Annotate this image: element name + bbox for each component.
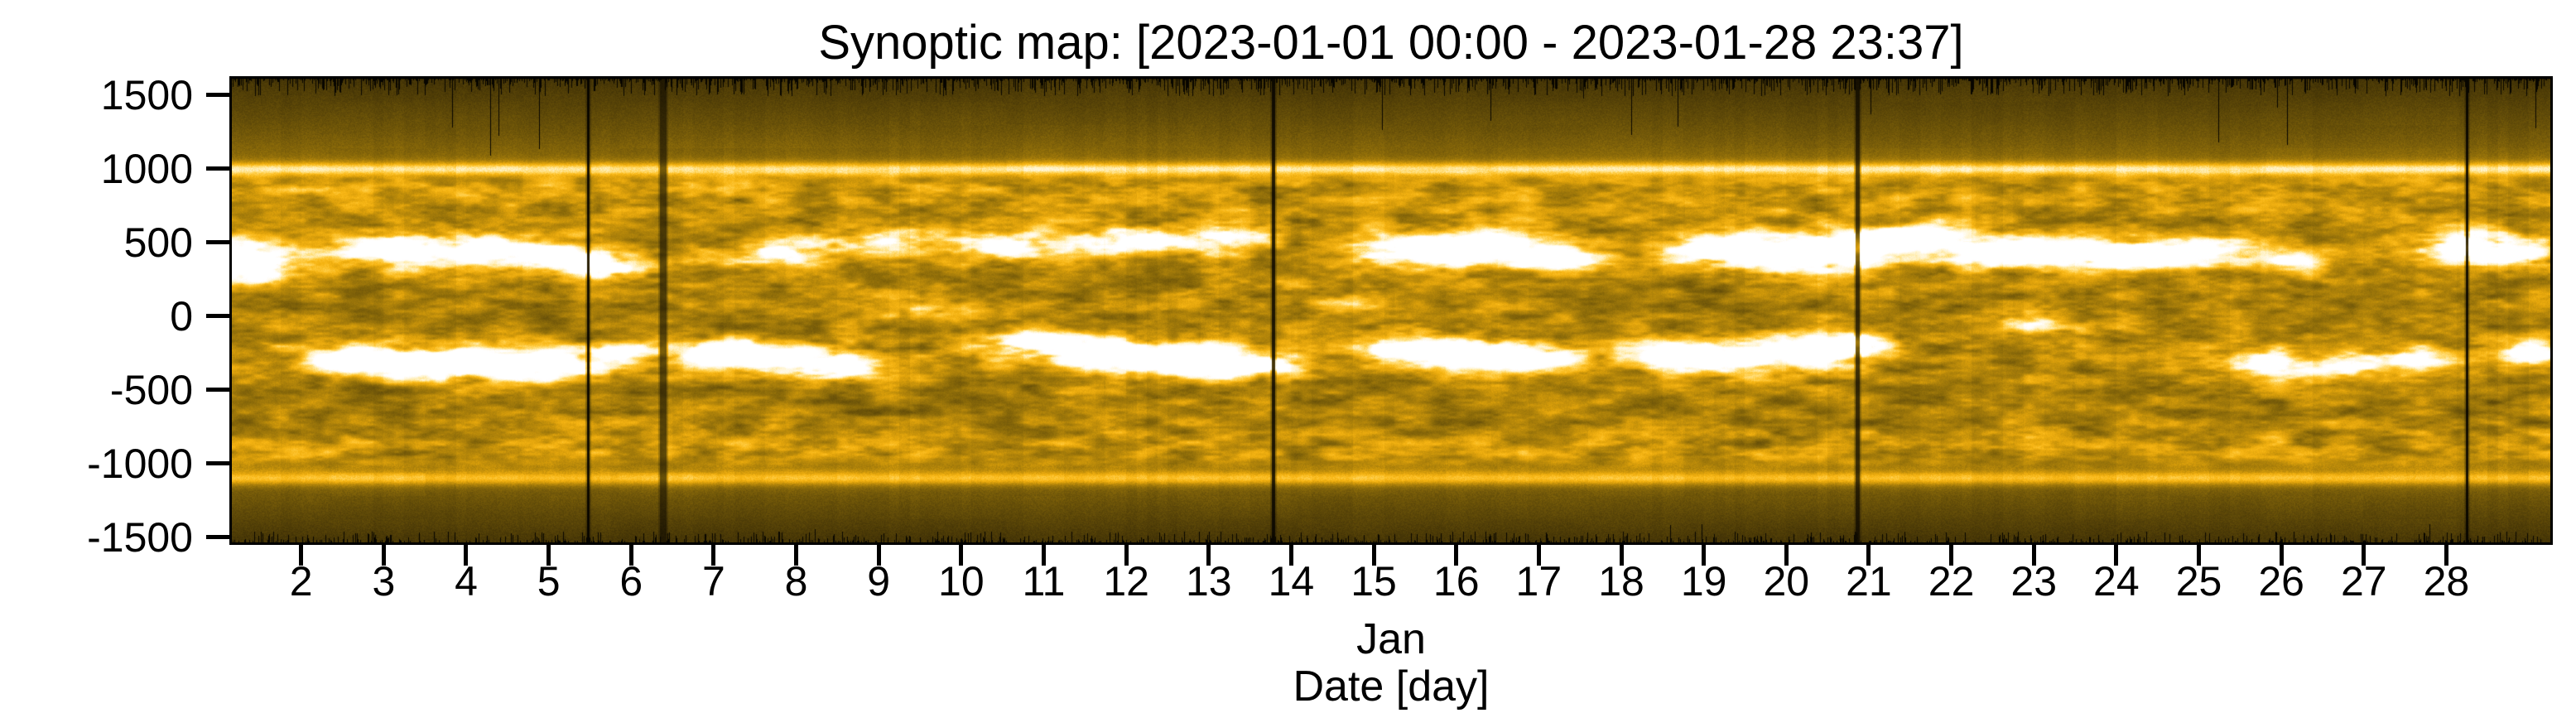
x-tick-mark [381,543,386,566]
y-tick-mark [206,93,229,98]
x-axis-label: Date [day] [1293,662,1490,711]
x-tick-mark [876,543,881,566]
x-tick-label: 3 [372,558,396,605]
y-tick-label: -1500 [87,513,193,561]
x-tick-label: 8 [784,558,808,605]
x-tick-mark [1041,543,1046,566]
x-tick-mark [628,543,633,566]
x-tick-label: 25 [2175,558,2222,605]
x-tick-mark [959,543,964,566]
y-tick-label: 500 [123,219,193,266]
x-tick-label: 19 [1680,558,1727,605]
x-tick-label: 13 [1185,558,1232,605]
y-tick-mark [206,240,229,245]
x-tick-label: 21 [1846,558,1892,605]
x-tick-label: 16 [1432,558,1480,605]
x-tick-label: 18 [1598,558,1644,605]
x-tick-label: 12 [1103,558,1149,605]
figure-title: Synoptic map: [2023-01-01 00:00 - 2023-0… [818,16,1964,70]
x-tick-label: 23 [2010,558,2058,605]
x-tick-label: 6 [619,558,643,605]
x-tick-label: 27 [2340,558,2387,605]
x-tick-mark [1124,543,1129,566]
x-tick-label: 17 [1515,558,1562,605]
plot-area [229,76,2553,545]
x-tick-label: 26 [2258,558,2304,605]
x-tick-mark [794,543,799,566]
y-tick-mark [206,535,229,540]
x-tick-label: 4 [455,558,478,605]
x-tick-label: 24 [2093,558,2140,605]
x-tick-mark [1702,543,1707,566]
x-tick-mark [2444,543,2448,566]
x-tick-mark [2279,543,2284,566]
x-tick-mark [1206,543,1211,566]
x-tick-label: 22 [1928,558,1975,605]
x-tick-mark [546,543,551,566]
x-tick-label: 9 [867,558,891,605]
x-tick-mark [2362,543,2367,566]
y-tick-label: -1000 [87,440,193,487]
y-tick-mark [206,166,229,171]
y-tick-mark [206,314,229,319]
y-tick-label: -500 [109,366,193,413]
x-tick-label: 2 [289,558,313,605]
x-tick-mark [1288,543,1293,566]
x-axis-month-label: Jan [1356,615,1426,663]
x-tick-mark [1949,543,1954,566]
x-tick-mark [2031,543,2036,566]
x-tick-mark [1454,543,1459,566]
x-tick-label: 5 [537,558,561,605]
x-tick-label: 7 [702,558,725,605]
x-tick-mark [711,543,716,566]
x-tick-label: 15 [1351,558,1397,605]
x-tick-mark [1866,543,1871,566]
x-tick-label: 28 [2423,558,2470,605]
y-tick-label: 1000 [100,145,193,192]
x-tick-mark [1619,543,1624,566]
y-tick-label: 0 [170,292,193,340]
x-tick-mark [299,543,304,566]
x-tick-mark [1371,543,1376,566]
x-tick-label: 10 [938,558,985,605]
x-tick-mark [464,543,469,566]
x-tick-mark [2114,543,2119,566]
y-tick-mark [206,461,229,466]
y-tick-label: 1500 [100,71,193,118]
x-tick-mark [2197,543,2202,566]
x-tick-mark [1536,543,1541,566]
x-tick-label: 11 [1022,558,1066,605]
synoptic-map-canvas [232,79,2550,542]
x-tick-label: 20 [1763,558,1810,605]
y-tick-mark [206,388,229,393]
x-tick-mark [1784,543,1789,566]
x-tick-label: 14 [1268,558,1315,605]
